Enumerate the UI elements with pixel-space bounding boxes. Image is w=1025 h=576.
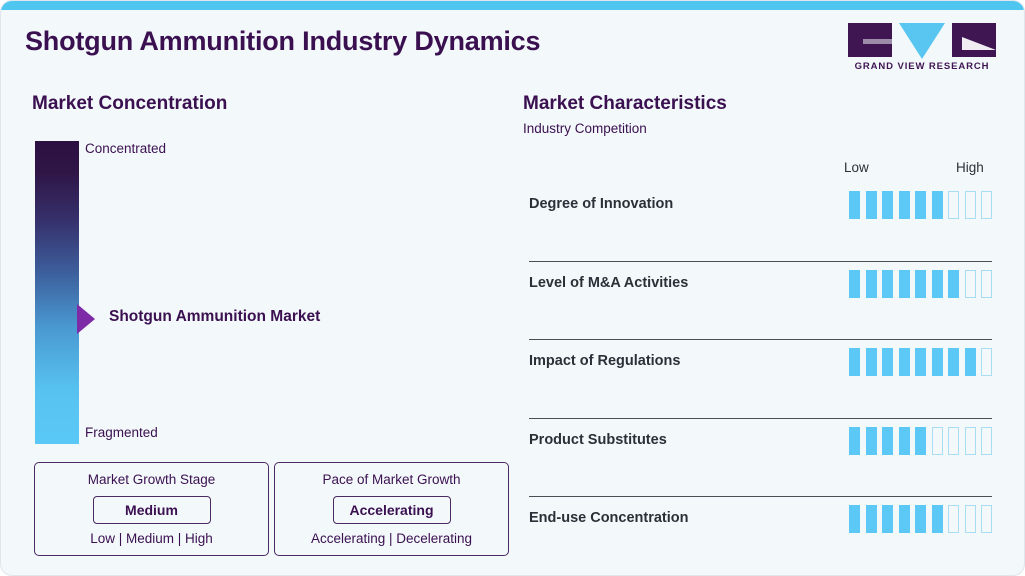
meter-tick-filled <box>915 426 926 455</box>
meter-tick-filled <box>931 348 943 376</box>
meter-tick-filled <box>882 269 893 298</box>
axis-label-high: High <box>956 160 984 175</box>
top-accent-bar <box>1 1 1024 10</box>
meter-tick-filled <box>948 269 959 298</box>
meter-tick-empty <box>964 426 976 455</box>
scale-label-fragmented: Fragmented <box>85 425 158 440</box>
meter-tick-filled <box>849 269 860 298</box>
characteristic-meter <box>849 191 992 219</box>
logo-triangle-v-icon <box>899 23 945 59</box>
meter-tick-filled <box>964 348 976 376</box>
meter-tick-filled <box>865 348 877 376</box>
characteristic-label: Product Substitutes <box>529 431 667 448</box>
meter-tick-empty <box>964 505 976 533</box>
meter-tick-filled <box>898 191 910 219</box>
meter-tick-filled <box>915 191 926 219</box>
pace-of-market-growth-title: Pace of Market Growth <box>322 472 461 487</box>
meter-tick-empty <box>981 191 992 219</box>
logo-marks <box>848 23 996 59</box>
logo-square-g-icon <box>848 23 892 57</box>
meter-tick-filled <box>865 505 877 533</box>
meter-tick-filled <box>882 348 893 376</box>
characteristic-meter <box>849 505 992 533</box>
meter-tick-filled <box>898 426 910 455</box>
market-growth-stage-title: Market Growth Stage <box>87 472 216 487</box>
logo-wordmark: GRAND VIEW RESEARCH <box>854 61 990 72</box>
grand-view-research-logo: GRAND VIEW RESEARCH <box>848 23 996 77</box>
meter-tick-empty <box>948 505 959 533</box>
meter-tick-filled <box>849 505 860 533</box>
characteristic-row: Product Substitutes <box>529 419 992 497</box>
market-characteristics-subheading: Industry Competition <box>523 121 647 136</box>
meter-tick-filled <box>882 191 893 219</box>
axis-label-low: Low <box>844 160 869 175</box>
meter-tick-filled <box>948 348 959 376</box>
logo-square-r-icon <box>952 23 996 57</box>
characteristic-label: Degree of Innovation <box>529 196 674 212</box>
market-characteristics-heading: Market Characteristics <box>523 93 727 114</box>
meter-tick-filled <box>931 269 943 298</box>
meter-tick-filled <box>931 505 943 533</box>
meter-tick-filled <box>865 426 877 455</box>
meter-tick-filled <box>898 505 910 533</box>
market-growth-stage-scale: Low | Medium | High <box>90 531 213 546</box>
meter-tick-empty <box>948 426 959 455</box>
pace-of-market-growth-box: Pace of Market Growth Accelerating Accel… <box>274 462 509 556</box>
meter-tick-filled <box>898 348 910 376</box>
characteristic-label: End-use Concentration <box>529 510 689 526</box>
pace-of-market-growth-value: Accelerating <box>332 496 451 524</box>
page-title: Shotgun Ammunition Industry Dynamics <box>25 26 541 56</box>
characteristic-row: End-use Concentration <box>529 497 992 575</box>
characteristic-meter <box>849 348 992 376</box>
market-growth-stage-value: Medium <box>92 496 211 524</box>
market-concentration-heading: Market Concentration <box>32 93 228 114</box>
characteristic-row: Degree of Innovation <box>529 183 992 262</box>
characteristics-rows: Degree of Innovation Level of M&A Activit… <box>529 183 992 575</box>
meter-tick-filled <box>915 348 926 376</box>
meter-tick-filled <box>849 426 860 455</box>
meter-tick-empty <box>948 191 959 219</box>
meter-tick-empty <box>931 426 943 455</box>
concentration-gradient-bar <box>35 141 79 444</box>
meter-tick-filled <box>931 191 943 219</box>
characteristic-label: Level of M&A Activities <box>529 274 689 291</box>
meter-tick-filled <box>915 269 926 298</box>
market-position-label: Shotgun Ammunition Market <box>109 308 321 325</box>
meter-tick-empty <box>981 348 992 376</box>
market-position-marker-icon <box>77 304 95 334</box>
meter-tick-filled <box>882 505 893 533</box>
meter-tick-filled <box>882 426 893 455</box>
meter-tick-filled <box>915 505 926 533</box>
header: Shotgun Ammunition Industry Dynamics GRA… <box>1 10 1024 78</box>
meter-tick-filled <box>849 191 860 219</box>
meter-tick-empty <box>964 191 976 219</box>
meter-tick-filled <box>898 269 910 298</box>
scale-label-concentrated: Concentrated <box>85 141 167 156</box>
characteristic-row: Level of M&A Activities <box>529 262 992 340</box>
meter-tick-filled <box>849 348 860 376</box>
characteristic-row: Impact of Regulations <box>529 340 992 419</box>
meter-tick-filled <box>865 269 877 298</box>
meter-tick-empty <box>981 505 992 533</box>
pace-of-market-growth-scale: Accelerating | Decelerating <box>310 531 473 546</box>
characteristic-label: Impact of Regulations <box>529 353 681 369</box>
meter-tick-empty <box>981 426 992 455</box>
meter-tick-empty <box>981 269 992 298</box>
meter-tick-empty <box>964 269 976 298</box>
market-growth-stage-box: Market Growth Stage Medium Low | Medium … <box>34 462 269 556</box>
characteristic-meter <box>849 269 992 298</box>
characteristic-meter <box>849 426 992 455</box>
meter-tick-filled <box>865 191 877 219</box>
